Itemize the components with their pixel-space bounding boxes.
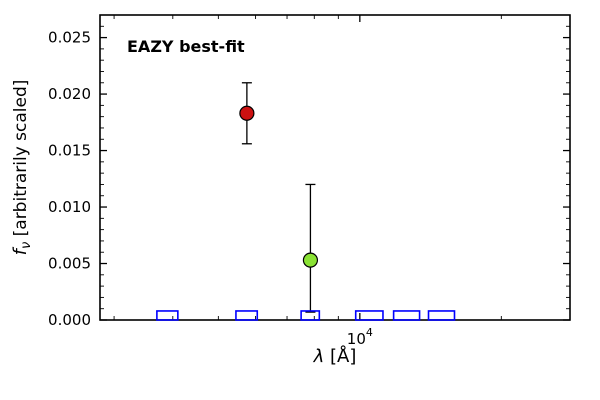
filter-box-rect	[156, 310, 179, 321]
axis-ticks	[100, 15, 570, 321]
photometry-points	[239, 82, 319, 313]
y-tick-label: 0.010	[48, 198, 91, 216]
filter-boxes	[156, 310, 456, 321]
filter-box-rect	[427, 310, 456, 321]
annotation-eazy-best-fit: EAZY best-fit	[127, 37, 245, 56]
data-point-red-point	[239, 105, 255, 121]
filter-box-rect	[300, 310, 321, 321]
y-tick-label: 0.025	[48, 29, 91, 47]
data-point-green-point	[302, 252, 319, 268]
tick-labels: 0.000 0.005 0.010 0.015 0.020 0.025 104	[48, 29, 373, 348]
y-tick-label: 0.000	[48, 311, 91, 329]
x-tick-label: 104	[347, 326, 373, 348]
y-tick-label: 0.015	[48, 142, 91, 160]
filter-box-rect	[354, 310, 384, 321]
y-tick-label: 0.005	[48, 255, 91, 273]
y-tick-label: 0.020	[48, 85, 91, 103]
plot-box	[99, 14, 571, 321]
filter-box-rect	[235, 310, 259, 321]
filter-box-rect	[392, 310, 421, 321]
x-axis-label: λ [Å]	[313, 345, 357, 367]
y-axis-label: fν [arbitrarily scaled]	[10, 80, 34, 256]
